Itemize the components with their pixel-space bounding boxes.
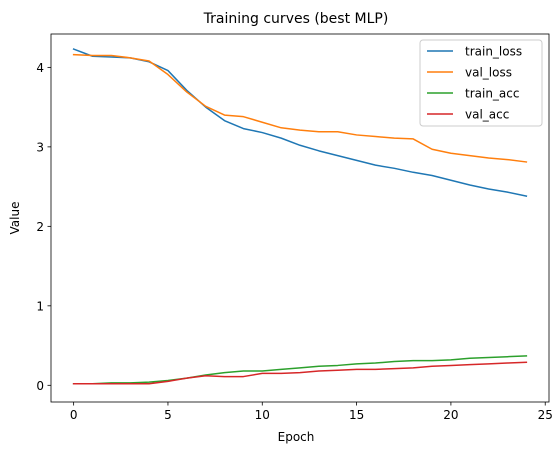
y-tick-label: 1	[36, 299, 44, 313]
legend-box	[419, 39, 543, 127]
chart-title: Training curves (best MLP)	[203, 11, 389, 27]
y-tick-label: 3	[36, 140, 44, 154]
plot-area-frame	[50, 33, 550, 403]
series-line-val-acc	[72, 361, 528, 385]
x-axis: 0 5 10 15 20 25	[70, 402, 553, 422]
y-axis: 0 1 2 3 4	[36, 61, 51, 393]
y-tick-label: 2	[36, 220, 44, 234]
x-tick-label: 10	[255, 408, 270, 422]
legend-label-train-acc: train_acc	[465, 87, 519, 101]
legend-label-train-loss: train_loss	[465, 45, 522, 59]
y-axis-label: Value	[8, 202, 22, 235]
legend-label-val-acc: val_acc	[465, 108, 509, 122]
legend: train_loss val_loss train_acc val_acc	[419, 39, 543, 127]
legend-label-val-loss: val_loss	[465, 66, 512, 80]
y-tick-label: 0	[36, 379, 44, 393]
x-tick-label: 5	[164, 408, 172, 422]
x-tick-label: 15	[349, 408, 364, 422]
plot-lines	[72, 48, 528, 385]
series-line-val-loss	[72, 53, 528, 163]
y-tick-label: 4	[36, 61, 44, 75]
x-tick-label: 20	[443, 408, 458, 422]
x-tick-label: 0	[70, 408, 78, 422]
x-tick-label: 25	[538, 408, 553, 422]
series-line-train-acc	[72, 355, 528, 385]
x-axis-label: Epoch	[278, 430, 315, 444]
